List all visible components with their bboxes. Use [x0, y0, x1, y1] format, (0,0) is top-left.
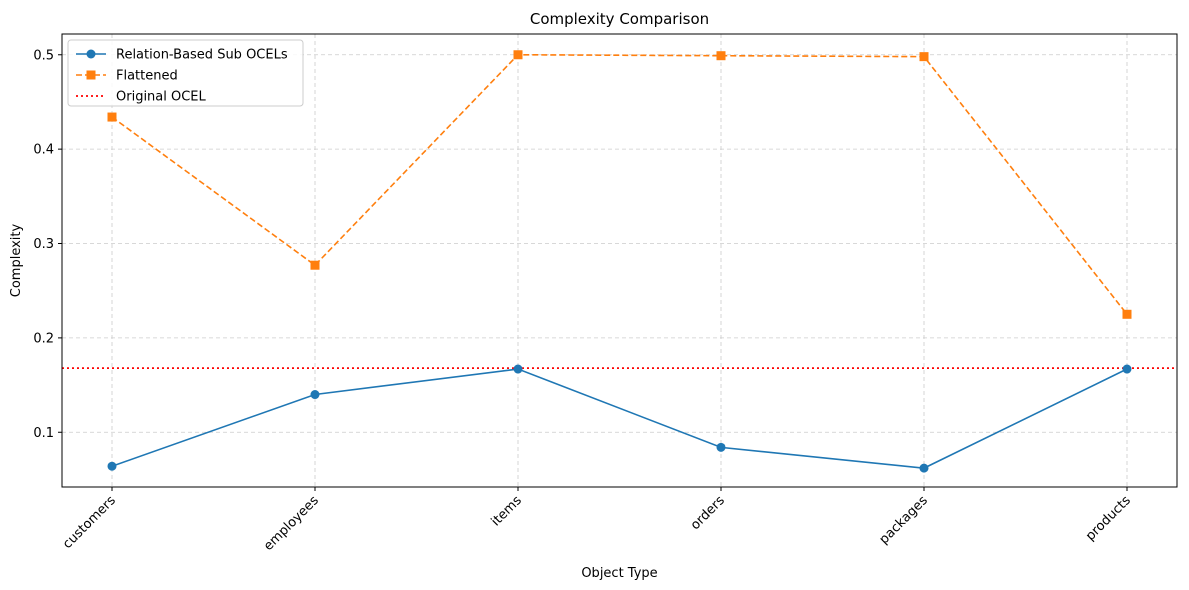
flattened-point	[310, 260, 320, 270]
relation-based-point	[1122, 364, 1132, 374]
relation-based-point	[919, 463, 929, 473]
tick-layer: customers employees items orders packages pro…	[33, 48, 1134, 554]
legend-marker-flattened	[86, 70, 96, 80]
relation-based-line	[111, 368, 1128, 469]
flattened-point	[919, 52, 929, 62]
series-layer	[107, 50, 1132, 473]
y-tick-label: 0.4	[33, 143, 54, 158]
relation-based-point	[107, 461, 117, 471]
y-tick-label: 0.5	[33, 48, 54, 63]
plot-frame	[61, 33, 1178, 488]
y-tick-label: 0.1	[33, 426, 54, 441]
legend-label-relation-based: Relation-Based Sub OCELs	[116, 48, 288, 63]
legend-box	[67, 39, 304, 107]
relation-based-point	[513, 364, 523, 374]
relation-based-point	[716, 442, 726, 452]
legend-label-flattened: Flattened	[116, 69, 178, 84]
x-tick-label: orders	[688, 493, 728, 533]
y-tick-label: 0.2	[33, 331, 54, 346]
x-tick-label: employees	[261, 493, 322, 554]
flattened-point	[716, 51, 726, 61]
relation-based-point	[310, 390, 320, 400]
legend-marker-relation-based	[86, 49, 96, 59]
flattened-line	[111, 53, 1128, 315]
x-tick-label: items	[489, 493, 525, 529]
x-tick-label: customers	[60, 493, 119, 552]
x-tick-label: packages	[877, 493, 931, 547]
x-axis-label: Object Type	[581, 566, 657, 581]
legend-label-original-ocel: Original OCEL	[116, 90, 207, 105]
flattened-point	[107, 112, 117, 122]
chart-title: Complexity Comparison	[530, 10, 709, 28]
y-axis-label: Complexity	[9, 223, 24, 297]
flattened-point	[1122, 309, 1132, 319]
y-tick-label: 0.3	[33, 237, 54, 252]
x-tick-label: products	[1083, 493, 1134, 544]
legend: Relation-Based Sub OCELs Flattened Origi…	[67, 39, 304, 107]
flattened-point	[513, 50, 523, 60]
